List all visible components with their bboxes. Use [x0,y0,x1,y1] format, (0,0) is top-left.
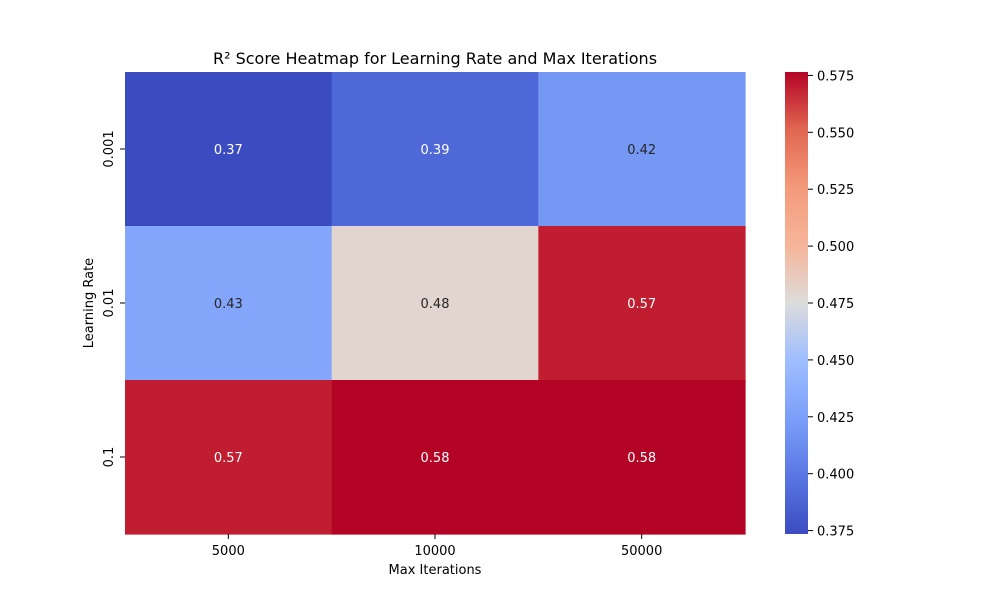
cell-value-label: 0.39 [421,143,450,158]
colorbar-tick-label: 0.575 [817,69,854,84]
cell-value-label: 0.57 [627,297,656,312]
x-tick-label: 50000 [621,544,662,559]
cell-value-label: 0.57 [214,451,243,466]
heatmap-cells: 0.37 0.39 0.42 0.43 0.48 0.57 0.57 0.58 0.58 [125,72,746,535]
cell-value-label: 0.42 [627,143,656,158]
x-tick-label: 10000 [414,544,455,559]
colorbar-tick-label: 0.450 [817,354,854,369]
colorbar-tick-label: 0.425 [817,411,854,426]
colorbar-ticks: 0.375 0.400 0.425 0.450 0.475 0.500 0.525 0.550… [808,69,854,540]
cell-value-label: 0.58 [421,451,450,466]
colorbar-tick-label: 0.375 [817,525,854,540]
y-tick-label: 0.1 [102,447,117,468]
heatmap-cell [125,380,333,535]
heatmap-cell [331,226,539,381]
cell-value-label: 0.48 [421,297,450,312]
colorbar-tick-label: 0.400 [817,468,854,483]
heatmap-cell [538,72,746,227]
cell-value-label: 0.58 [627,451,656,466]
y-axis-label: Learning Rate [82,258,97,348]
y-axis-ticks: 0.001 0.01 0.1 [102,130,125,467]
colorbar-tick-label: 0.475 [817,297,854,312]
cell-value-label: 0.37 [214,143,243,158]
heatmap-cell [538,380,746,535]
heatmap-cell [331,380,539,535]
colorbar-tick-label: 0.500 [817,240,854,255]
colorbar-tick-label: 0.550 [817,126,854,141]
y-tick-label: 0.001 [102,130,117,167]
colorbar [785,72,808,534]
x-tick-label: 5000 [212,544,245,559]
chart-title: R² Score Heatmap for Learning Rate and M… [213,49,657,68]
heatmap-cell [125,72,333,227]
heatmap-cell [538,226,746,381]
x-axis-ticks: 5000 10000 50000 [212,534,662,559]
heatmap-cell [331,72,539,227]
colorbar-tick-label: 0.525 [817,183,854,198]
x-axis-label: Max Iterations [389,563,482,578]
cell-value-label: 0.43 [214,297,243,312]
heatmap-cell [125,226,333,381]
y-tick-label: 0.01 [102,289,117,318]
